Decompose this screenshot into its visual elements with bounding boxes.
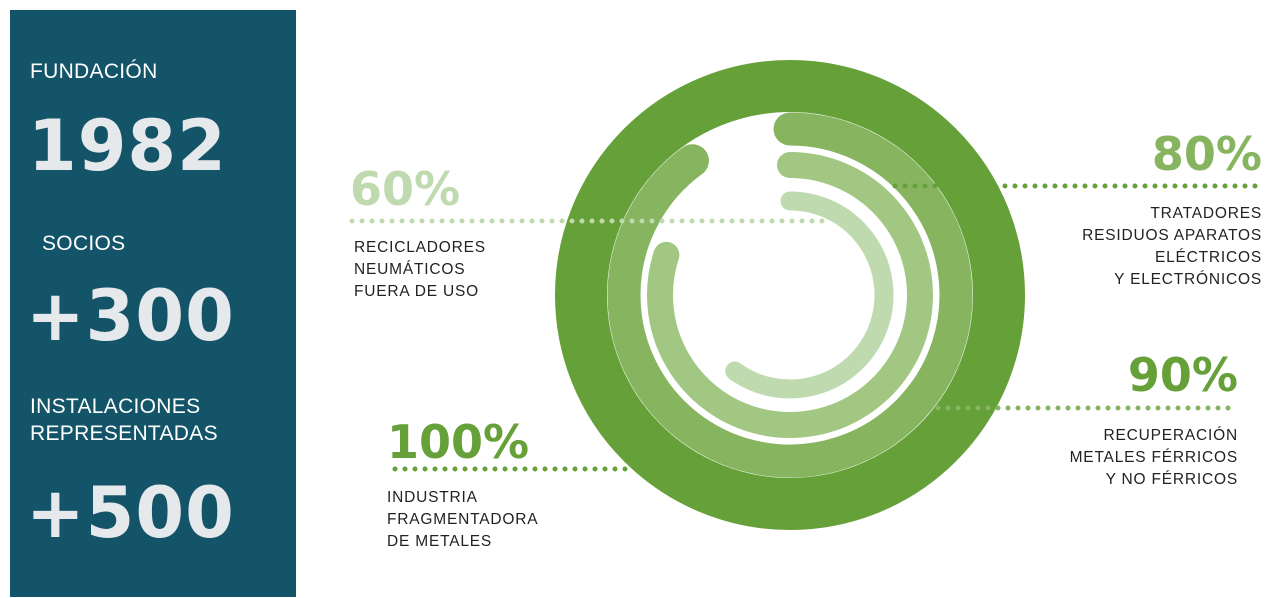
ring-100 [555,60,1025,530]
ring-60 [725,191,894,399]
label-group: 100% INDUSTRIA FRAGMENTADORA DE METALES 90% R… [350,127,1262,550]
desc-line-80: RESIDUOS APARATOS [1082,227,1262,244]
pct-label-80: 80% [1152,127,1262,181]
stat-label-members: SOCIOS [42,232,126,255]
desc-line-100: DE METALES [387,533,492,550]
stat-value-installations: +500 [26,472,235,554]
desc-line-60: FUERA DE USO [354,283,479,300]
desc-line-80: ELÉCTRICOS [1155,249,1262,266]
stat-label-installations: INSTALACIONES REPRESENTADAS [30,395,218,445]
desc-line-60: NEUMÁTICOS [354,261,465,278]
ring-80 [647,152,933,438]
desc-line-90: METALES FÉRRICOS [1070,449,1238,466]
desc-line-100: INDUSTRIA [387,489,478,506]
leader-group [349,183,1265,472]
desc-line-80: TRATADORES [1150,205,1262,222]
pct-label-90: 90% [1128,348,1238,402]
desc-line-90: RECUPERACIÓN [1104,427,1238,444]
desc-line-90: Y NO FÉRRICOS [1106,471,1238,488]
desc-line-100: FRAGMENTADORA [387,511,538,528]
stat-label-foundation: FUNDACIÓN [30,60,158,83]
ring-group [555,60,1025,530]
desc-line-80: Y ELECTRÓNICOS [1114,271,1262,288]
ring-90 [607,112,973,478]
pct-label-100: 100% [387,415,529,469]
stat-value-foundation: 1982 [28,105,227,187]
pct-label-60: 60% [350,162,460,216]
stat-value-members: +300 [26,275,235,357]
stats-panel [10,10,296,597]
desc-line-60: RECICLADORES [354,239,486,256]
